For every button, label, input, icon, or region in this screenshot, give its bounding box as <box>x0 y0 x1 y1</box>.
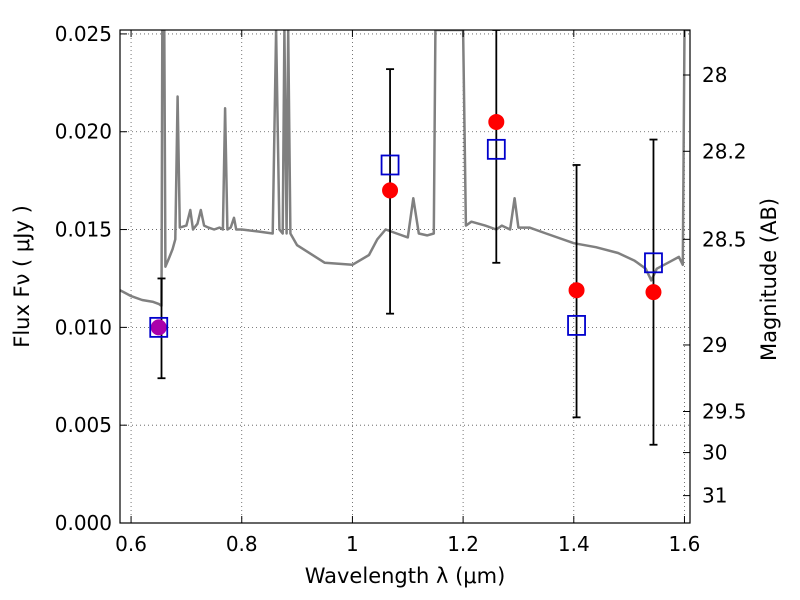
x-tick-label: 0.6 <box>115 532 147 556</box>
y-tick-label: 0.015 <box>55 218 112 242</box>
right-tick-label: 30 <box>702 441 727 465</box>
right-tick-label: 31 <box>702 484 727 508</box>
right-tick-label: 28 <box>702 63 727 87</box>
y-tick-label: 0.000 <box>55 511 112 535</box>
observed-point <box>382 182 399 199</box>
x-tick-label: 1.6 <box>669 532 701 556</box>
y-tick-label: 0.005 <box>55 413 112 437</box>
model-point <box>380 154 400 176</box>
y-tick-label: 0.020 <box>55 120 112 144</box>
y-tick-label: 0.025 <box>55 22 112 46</box>
axis-ticks: 0.6 0.8 1 1.2 1.4 1.6 0.000 0.005 0.010 0.015 0.02… <box>55 22 747 556</box>
observed-point <box>568 282 585 299</box>
y-axis-label: Flux Fν ( μJy ) <box>10 205 34 348</box>
observed-point <box>488 113 505 130</box>
y-tick-label: 0.010 <box>55 315 112 339</box>
plot-frame <box>119 29 691 524</box>
x-tick-label: 1 <box>346 532 359 556</box>
observed-point <box>150 319 167 336</box>
x-tick-label: 0.8 <box>226 532 258 556</box>
observed-point <box>645 284 662 301</box>
observed-points <box>150 113 662 336</box>
right-tick-label: 28.5 <box>702 227 747 251</box>
model-point <box>567 315 586 336</box>
model-point <box>644 252 663 274</box>
model-points <box>149 138 663 338</box>
right-tick-label: 29 <box>702 333 727 357</box>
right-axis-label: Magnitude (AB) <box>757 198 781 361</box>
right-tick-label: 28.2 <box>702 139 747 163</box>
spectrum-line <box>120 30 690 308</box>
right-tick-label: 29.5 <box>702 399 747 423</box>
grid-lines <box>120 30 690 524</box>
x-tick-label: 1.2 <box>447 532 479 556</box>
x-axis-label: Wavelength λ (μm) <box>305 564 506 588</box>
model-point <box>149 316 169 338</box>
model-point <box>486 138 506 160</box>
x-tick-label: 1.4 <box>558 532 590 556</box>
model-spectrum <box>120 30 690 308</box>
